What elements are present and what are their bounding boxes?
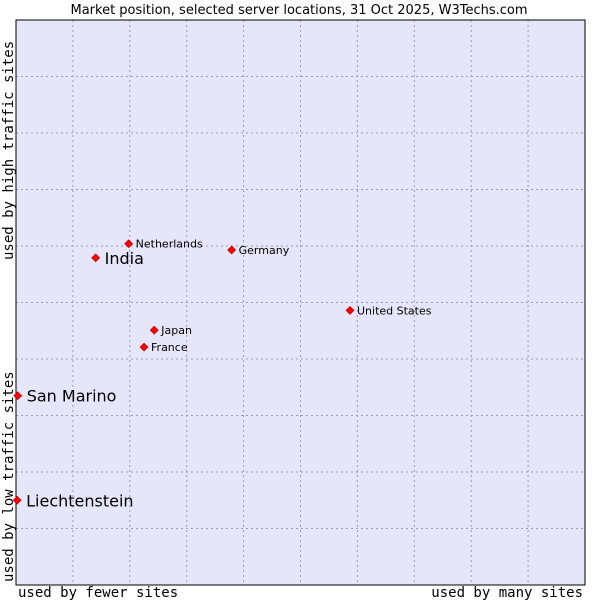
point-label-liechtenstein: Liechtenstein bbox=[26, 491, 133, 510]
point-united-states bbox=[345, 305, 355, 315]
x-axis-label-right: used by many sites bbox=[431, 585, 583, 600]
plot-frame bbox=[15, 19, 586, 586]
point-germany bbox=[227, 245, 237, 255]
y-axis-label-top: used by high traffic sites bbox=[1, 41, 17, 260]
point-label-india: India bbox=[105, 249, 144, 268]
point-label-united-states: United States bbox=[357, 304, 432, 317]
point-india bbox=[91, 253, 101, 263]
point-liechtenstein bbox=[12, 495, 22, 505]
point-label-san-marino: San Marino bbox=[27, 387, 117, 406]
y-axis-label-bottom: used by low traffic sites bbox=[1, 371, 17, 582]
point-san-marino bbox=[13, 391, 23, 401]
chart-title: Market position, selected server locatio… bbox=[70, 3, 527, 18]
data-points: Netherlands Germany India United States Japa… bbox=[12, 238, 432, 510]
point-label-japan: Japan bbox=[160, 324, 192, 337]
point-label-netherlands: Netherlands bbox=[136, 238, 203, 251]
point-netherlands bbox=[124, 239, 134, 249]
point-france bbox=[139, 342, 149, 352]
x-axis-label-left: used by fewer sites bbox=[18, 585, 178, 600]
grid-lines bbox=[16, 20, 585, 585]
point-label-germany: Germany bbox=[239, 244, 290, 257]
point-japan bbox=[149, 325, 159, 335]
point-label-france: France bbox=[151, 341, 188, 354]
